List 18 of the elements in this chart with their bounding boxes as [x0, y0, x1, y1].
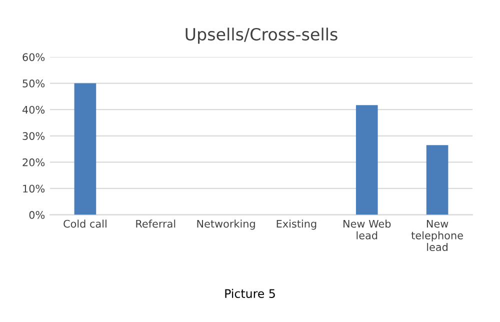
x-tick-label: Referral: [136, 220, 176, 228]
x-tick-label: Existing: [276, 220, 316, 230]
y-tick-label: 60%: [22, 53, 45, 62]
bar: [74, 83, 96, 215]
bar: [356, 105, 378, 215]
y-tick-label: 40%: [22, 106, 45, 114]
x-tick-label: New Web lead: [344, 220, 391, 240]
y-tick-label: 30%: [22, 132, 45, 140]
y-tick-label: 0%: [29, 211, 45, 219]
x-tick-label: New telephone lead: [411, 220, 463, 252]
x-tick-label: Networking: [197, 220, 255, 230]
y-tick-label: 20%: [22, 158, 45, 166]
chart-title: Upsells/Cross-sells: [186, 28, 338, 44]
bar: [426, 145, 448, 215]
x-tick-label: Cold call: [64, 220, 106, 228]
y-tick-label: 50%: [22, 80, 45, 88]
text: Picture 5: [225, 288, 275, 298]
y-tick-label: 10%: [23, 184, 45, 193]
